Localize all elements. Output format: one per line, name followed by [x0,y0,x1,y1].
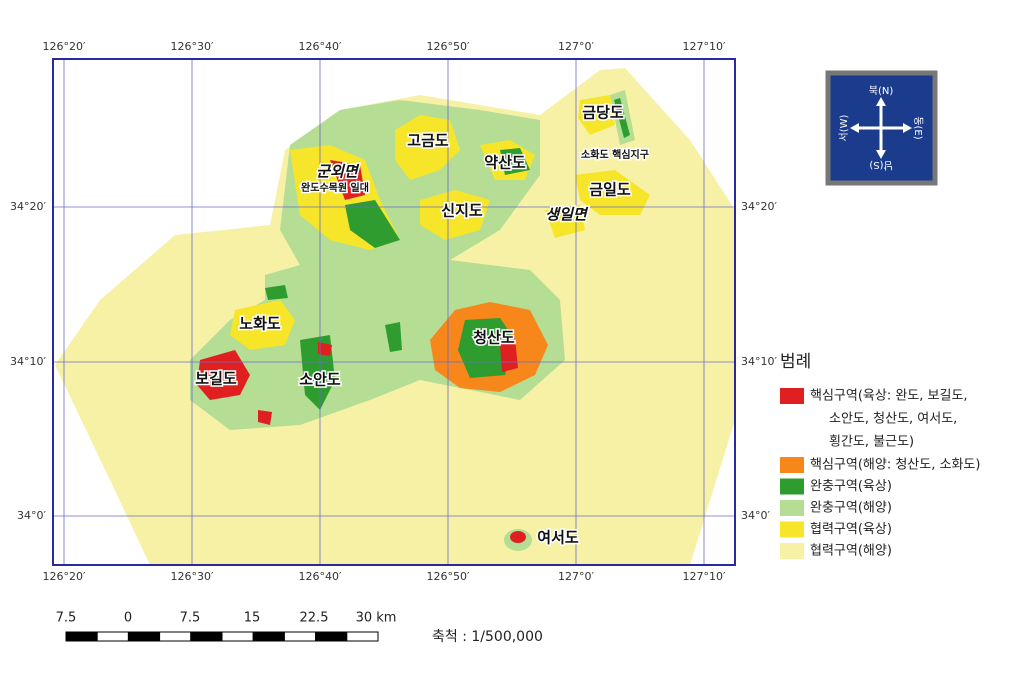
place-label: 신지도 [441,202,483,220]
compass-west: 서(W) [838,114,850,141]
longitude-label: 126°50′ [427,40,470,53]
latitude-label: 34°0′ [741,509,770,522]
latitude-label: 34°10′ [741,355,777,368]
scale-tick-label: 22.5 [300,611,329,626]
legend-title: 범례 [780,352,811,372]
compass-south: 남(S) [869,159,892,171]
graticule [53,59,735,565]
place-label: 여서도 [537,529,579,547]
place-label: 생일면 [545,206,589,224]
place-label: 군외면 [316,163,360,181]
scale-tick-label: 15 [244,611,261,626]
compass-east: 동(E) [912,116,924,139]
place-label: 보길도 [195,370,237,388]
legend-label: 완충구역(육상) [810,479,892,494]
scale-tick-label: 7.5 [180,611,201,626]
compass: 북(N) 남(S) 동(E) 서(W) [825,70,938,186]
legend: 핵심구역(육상: 완도, 보길도, 소안도, 청산도, 여서도, 횡간도, 불근도)… [780,388,980,559]
scale-segment [221,631,254,642]
scale-segment [65,631,98,642]
longitude-label: 126°20′ [43,40,86,53]
place-label: 금일도 [589,181,631,199]
scale-text: 축척 : 1/500,000 [432,629,543,645]
latitude-label: 34°20′ [10,200,46,213]
compass-north: 북(N) [869,85,894,97]
scale-segment [190,631,223,642]
scale-segment [283,631,317,642]
scale-tick-label: 7.5 [56,611,77,626]
place-label: 청산도 [473,329,515,347]
place-labels: 고금도 약산도 금당도 소화도 핵심지구 금일도 군외면 완도수목원 일대 신지… [194,102,651,548]
latitude-label: 34°10′ [10,355,46,368]
legend-label: 협력구역(육상) [810,522,892,537]
legend-swatch [780,500,804,516]
legend-swatch [780,478,804,495]
place-label: 소화도 핵심지구 [581,148,649,161]
scale-segment [159,631,192,642]
place-label: 소안도 [299,371,341,389]
place-label: 약산도 [484,154,526,172]
longitude-label: 126°30′ [171,570,214,583]
legend-label: 핵심구역(해양: 청산도, 소화도) [810,458,980,473]
place-label: 완도수목원 일대 [301,181,369,194]
latitude-label: 34°20′ [741,200,777,213]
latitude-label: 34°0′ [17,509,46,522]
legend-label: 소안도, 청산도, 여서도, [829,412,957,427]
scale-segment [252,631,285,642]
legend-swatch [780,457,804,473]
longitude-label: 126°40′ [299,570,342,583]
place-label: 고금도 [407,132,449,150]
longitude-label: 126°40′ [299,40,342,53]
legend-swatch [780,388,804,404]
legend-label: 협력구역(해양) [810,544,892,559]
longitude-label: 126°50′ [427,570,470,583]
scale-segment [127,631,161,642]
islands [197,95,650,543]
legend-label: 핵심구역(육상: 완도, 보길도, [810,389,968,404]
scale-tick-label: 0 [124,611,132,626]
legend-swatch [780,543,804,559]
legend-label: 횡간도, 불근도) [829,435,914,450]
scale-bar: 7.5 0 7.5 15 22.5 30 km [56,611,397,642]
longitude-label: 126°30′ [171,40,214,53]
legend-label: 완충구역(해양) [810,501,892,516]
place-label: 노화도 [239,315,281,333]
longitude-label: 127°10′ [683,40,726,53]
scale-segment [96,631,129,642]
longitude-label: 126°20′ [43,570,86,583]
map-frame [52,58,736,566]
scale-tick-label: 30 km [356,611,397,626]
scale-segment [346,631,379,642]
longitude-label: 127°10′ [683,570,726,583]
longitude-label: 127°0′ [558,570,594,583]
longitude-label: 127°0′ [558,40,594,53]
place-label: 금당도 [582,104,624,122]
scale-segment [315,631,348,642]
legend-swatch [780,521,804,538]
